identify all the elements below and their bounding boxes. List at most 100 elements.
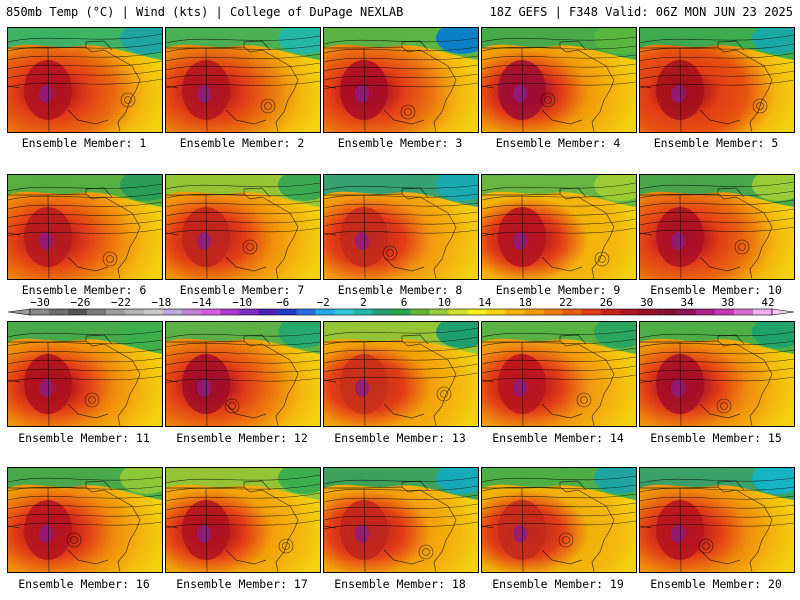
ensemble-member-label: Ensemble Member: 15: [650, 431, 782, 445]
colorbar-swatch: [239, 309, 259, 315]
cold-pocket-region: [752, 28, 794, 54]
colorbar-swatch: [638, 309, 659, 315]
height-contours: [482, 36, 636, 108]
ensemble-member-map[interactable]: [165, 27, 321, 133]
colorbar-swatch: [410, 309, 430, 315]
ensemble-member-label: Ensemble Member: 13: [334, 431, 466, 445]
height-contours: [640, 34, 794, 114]
height-contours: [640, 331, 794, 414]
colorbar-swatch: [277, 309, 297, 315]
ensemble-member-map[interactable]: [7, 174, 163, 280]
map-title: 850mb Temp (°C) | Wind (kts) | College o…: [6, 5, 404, 19]
colorbar-swatch: [695, 309, 716, 315]
colorbar-swatch: [182, 309, 202, 315]
ensemble-member-label: Ensemble Member: 19: [492, 577, 624, 591]
ensemble-member-label: Ensemble Member: 16: [18, 577, 150, 591]
cold-pocket-region: [278, 175, 320, 201]
colorbar-swatch: [201, 309, 221, 315]
map-borders: [482, 334, 615, 426]
ensemble-member-map[interactable]: [323, 321, 479, 427]
colorbar-swatch: [49, 309, 69, 315]
ensemble-member-label: Ensemble Member: 7: [179, 283, 305, 297]
ensemble-member-map[interactable]: [639, 27, 795, 133]
colorbar-tick-label: 26: [600, 297, 613, 309]
ensemble-member-map[interactable]: [165, 321, 321, 427]
ensemble-member-map[interactable]: [481, 27, 637, 133]
colorbar-tick-label: 2: [360, 297, 367, 309]
colorbar-tick-label: −22: [111, 297, 131, 309]
colorbar-swatch: [505, 309, 526, 315]
height-contours: [324, 327, 478, 402]
colorbar-tick-label: 10: [438, 297, 451, 309]
ensemble-member-label: Ensemble Member: 12: [176, 431, 308, 445]
colorbar-tick-label: 34: [680, 297, 694, 309]
ensemble-member-map[interactable]: [481, 467, 637, 573]
cold-pocket-region: [594, 322, 636, 348]
colorbar-swatch: [524, 309, 545, 315]
ensemble-member-label: Ensemble Member: 1: [21, 136, 147, 150]
colorbar-swatch: [600, 309, 621, 315]
height-contours: [8, 33, 162, 108]
ensemble-member-map[interactable]: [165, 174, 321, 280]
colorbar-tick-label: −26: [70, 297, 90, 309]
colorbar-swatch: [467, 309, 488, 315]
ensemble-member-map[interactable]: [7, 321, 163, 427]
height-contours: [8, 330, 162, 408]
ensemble-member-map[interactable]: [7, 467, 163, 573]
colorbar-swatch: [372, 309, 392, 315]
height-contours: [640, 477, 794, 554]
colorbar-swatch: [30, 309, 50, 315]
ensemble-member-map[interactable]: [639, 174, 795, 280]
ensemble-member-map[interactable]: [165, 467, 321, 573]
ensemble-member-label: Ensemble Member: 6: [21, 283, 147, 297]
height-contours: [324, 476, 478, 560]
map-borders: [640, 187, 773, 279]
colorbar-min-arrow: [7, 308, 31, 316]
colorbar-swatch: [676, 309, 697, 315]
colorbar-tick-label: 42: [761, 297, 774, 309]
ensemble-member-label: Ensemble Member: 18: [334, 577, 466, 591]
map-borders: [8, 40, 141, 132]
colorbar-swatch: [391, 309, 411, 315]
height-contours: [166, 182, 320, 255]
colorbar-swatch: [448, 309, 468, 315]
colorbar-swatch: [752, 309, 773, 315]
map-borders: [324, 334, 457, 426]
ensemble-member-map[interactable]: [481, 321, 637, 427]
ensemble-member-map[interactable]: [639, 321, 795, 427]
colorbar-tick-label: 14: [478, 297, 492, 309]
ensemble-member-label: Ensemble Member: 11: [18, 431, 150, 445]
colorbar-swatch: [125, 309, 145, 315]
ensemble-member-map[interactable]: [323, 174, 479, 280]
colorbar-swatch: [220, 309, 240, 315]
ensemble-member-label: Ensemble Member: 3: [337, 136, 463, 150]
ensemble-member-map[interactable]: [481, 174, 637, 280]
ensemble-member-label: Ensemble Member: 14: [492, 431, 624, 445]
ensemble-member-label: Ensemble Member: 9: [495, 283, 621, 297]
ensemble-member-map[interactable]: [323, 27, 479, 133]
valid-time-label: 18Z GEFS | F348 Valid: 06Z MON JUN 23 20…: [489, 5, 793, 19]
cold-pocket-region: [436, 175, 478, 201]
colorbar-swatch: [657, 309, 678, 315]
ensemble-member-map[interactable]: [323, 467, 479, 573]
cold-pocket-region: [436, 28, 478, 54]
colorbar-tick-label: 6: [401, 297, 408, 309]
height-contours: [482, 182, 636, 267]
map-borders: [8, 334, 141, 426]
ensemble-member-map[interactable]: [639, 467, 795, 573]
cold-pocket-region: [594, 468, 636, 494]
colorbar-tick-label: −30: [30, 297, 50, 309]
colorbar-tick-label: −10: [232, 297, 252, 309]
ensemble-member-label: Ensemble Member: 10: [650, 283, 782, 297]
cold-pocket-region: [278, 28, 320, 54]
ensemble-member-label: Ensemble Member: 17: [176, 577, 308, 591]
colorbar-swatch: [68, 309, 88, 315]
colorbar-swatch: [581, 309, 602, 315]
colorbar-swatch: [543, 309, 564, 315]
colorbar-swatch: [106, 309, 126, 315]
ensemble-member-map[interactable]: [7, 27, 163, 133]
colorbar-tick-label: −14: [192, 297, 212, 309]
colorbar-swatch: [258, 309, 278, 315]
colorbar-swatch: [334, 309, 354, 315]
colorbar-max-arrow: [771, 308, 795, 316]
